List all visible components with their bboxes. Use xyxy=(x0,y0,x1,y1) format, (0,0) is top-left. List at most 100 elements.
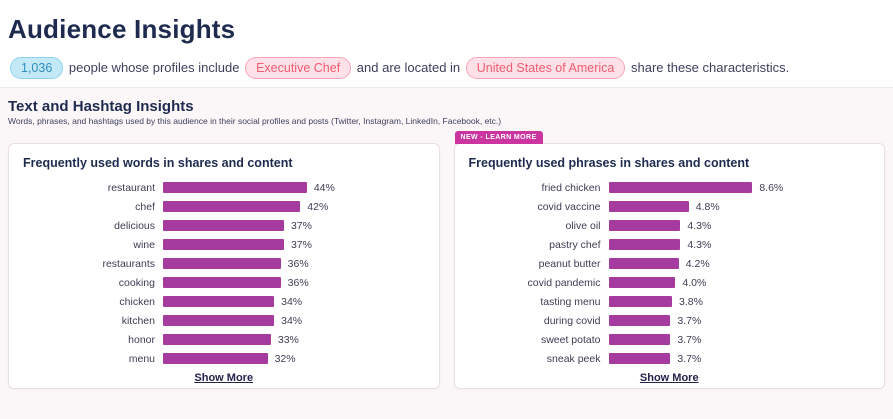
bar-category-label: tasting menu xyxy=(540,295,601,308)
bar-area: 36% xyxy=(163,258,425,270)
bar-row: during covid 3.7% xyxy=(461,311,871,330)
bar xyxy=(608,353,671,364)
summary-text-share: share these characteristics. xyxy=(630,60,790,75)
bar-value-label: 3.7% xyxy=(677,314,702,327)
bar-value-label: 36% xyxy=(287,257,309,270)
bar-area: 36% xyxy=(163,277,425,289)
bar-value-label: 33% xyxy=(277,333,299,346)
bar-area: 4.8% xyxy=(608,201,871,213)
bar-value-label: 4.3% xyxy=(687,238,712,251)
words-card-title: Frequently used words in shares and cont… xyxy=(23,156,293,170)
bar-value-label: 3.7% xyxy=(677,352,702,365)
phrases-card-title: Frequently used phrases in shares and co… xyxy=(468,156,750,170)
text-hashtag-insights-section: Text and Hashtag Insights Words, phrases… xyxy=(0,87,893,419)
words-show-more-link[interactable]: Show More xyxy=(194,372,254,384)
bar-category-label: covid vaccine xyxy=(537,200,601,213)
bar xyxy=(163,334,271,345)
audience-summary: 1,036 people whose profiles include Exec… xyxy=(8,53,883,83)
section-subtitle: Words, phrases, and hashtags used by thi… xyxy=(8,116,502,126)
bar-value-label: 4.0% xyxy=(682,276,707,289)
bar xyxy=(608,277,676,288)
summary-text-profiles: people whose profiles include xyxy=(68,60,240,75)
bar xyxy=(163,239,284,250)
bar-area: 4.2% xyxy=(608,257,871,270)
bar-category-label: restaurants xyxy=(102,257,155,270)
page-header: Audience Insights 1,036 people whose pro… xyxy=(0,0,893,87)
bar-category-label: menu xyxy=(128,352,155,365)
bar-value-label: 34% xyxy=(281,314,303,327)
audience-count-badge[interactable]: 1,036 xyxy=(10,57,64,79)
frequently-used-words-card: Frequently used words in shares and cont… xyxy=(8,143,440,389)
new-learn-more-badge[interactable]: NEW - LEARN MORE xyxy=(454,131,543,144)
bar-category-label: peanut butter xyxy=(538,257,601,270)
bar-area: 37% xyxy=(163,220,425,232)
bar-area: 44% xyxy=(163,182,425,194)
bar-row: restaurant 44% xyxy=(15,178,425,197)
bar-value-label: 4.2% xyxy=(685,257,710,270)
filter-location-badge[interactable]: United States of America xyxy=(465,57,626,79)
bar-area: 3.7% xyxy=(608,334,871,346)
bar xyxy=(608,315,671,326)
bar-category-label: honor xyxy=(128,333,155,346)
bar-area: 4.0% xyxy=(608,276,871,289)
bar-area: 42% xyxy=(163,201,425,213)
bar xyxy=(608,182,753,193)
bar-value-label: 44% xyxy=(313,181,335,194)
bar xyxy=(608,220,681,231)
bar xyxy=(608,296,673,307)
summary-text-located: and are located in xyxy=(356,60,461,75)
bar xyxy=(163,258,281,269)
phrases-show-more-link[interactable]: Show More xyxy=(639,372,699,384)
bar-area: 34% xyxy=(163,296,425,308)
bar xyxy=(163,220,284,231)
bar-value-label: 32% xyxy=(274,352,296,365)
bar-category-label: covid pandemic xyxy=(527,276,601,289)
bar xyxy=(163,296,275,307)
frequently-used-phrases-card: NEW - LEARN MORE Frequently used phrases… xyxy=(453,131,885,389)
bar xyxy=(163,201,301,212)
bar-area: 4.3% xyxy=(608,219,871,232)
bar-row: restaurants 36% xyxy=(15,254,425,273)
bar-category-label: restaurant xyxy=(107,181,155,194)
bar-row: peanut butter 4.2% xyxy=(461,254,871,273)
bar-value-label: 3.8% xyxy=(679,295,703,308)
bar xyxy=(608,258,679,269)
bar-area: 8.6% xyxy=(608,182,871,194)
page-title: Audience Insights xyxy=(8,14,236,44)
bar-row: cooking 36% xyxy=(15,273,425,292)
bar xyxy=(163,277,281,288)
bar-category-label: delicious xyxy=(114,219,155,232)
bar-row: tasting menu 3.8% xyxy=(461,292,871,311)
bar-category-label: chicken xyxy=(119,295,155,308)
bar-category-label: pastry chef xyxy=(549,238,601,251)
bar xyxy=(163,182,307,193)
bar-area: 3.8% xyxy=(608,295,871,308)
bar-category-label: olive oil xyxy=(565,219,601,232)
bar-category-label: chef xyxy=(135,200,155,213)
bar-row: kitchen 34% xyxy=(15,311,425,330)
bar-category-label: wine xyxy=(133,238,155,251)
filter-job-title-badge[interactable]: Executive Chef xyxy=(245,57,352,79)
bar-value-label: 37% xyxy=(290,238,312,251)
charts-row: Frequently used words in shares and cont… xyxy=(8,131,885,389)
bar-value-label: 4.3% xyxy=(687,219,712,232)
bar-value-label: 34% xyxy=(281,295,303,308)
bar-row: sweet potato 3.7% xyxy=(461,330,871,349)
bar-category-label: during covid xyxy=(543,314,601,327)
bar-area: 3.7% xyxy=(608,352,871,365)
bar-category-label: kitchen xyxy=(121,314,155,327)
bar xyxy=(608,334,671,345)
bar-area: 3.7% xyxy=(608,314,871,327)
bar-value-label: 37% xyxy=(290,219,312,232)
bar-row: menu 32% xyxy=(15,349,425,368)
bar-row: fried chicken 8.6% xyxy=(461,178,871,197)
bar-area: 4.3% xyxy=(608,238,871,251)
bar-row: covid vaccine 4.8% xyxy=(461,197,871,216)
bar-area: 32% xyxy=(163,353,425,365)
bar-row: chicken 34% xyxy=(15,292,425,311)
bar xyxy=(163,315,275,326)
bar-row: sneak peek 3.7% xyxy=(461,349,871,368)
bar-category-label: cooking xyxy=(118,276,155,289)
bar-area: 34% xyxy=(163,315,425,327)
